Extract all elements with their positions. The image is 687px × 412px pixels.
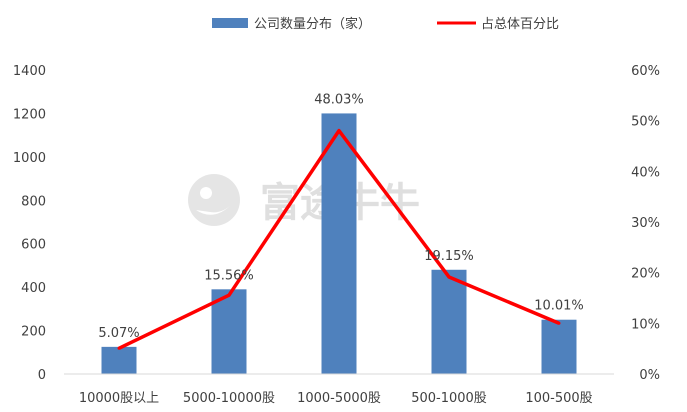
y-axis-left: 0 200 400 600 800 1000 1200 1400	[13, 64, 46, 383]
legend-swatch-bar	[212, 18, 248, 28]
y-left-tick-label: 1000	[13, 151, 46, 166]
y-left-tick-label: 200	[21, 325, 46, 340]
y-left-tick-label: 1200	[13, 107, 46, 122]
x-tick-label: 10000股以上	[79, 391, 159, 406]
legend-label-line: 占总体百分比	[481, 17, 559, 32]
y-left-tick-label: 400	[21, 281, 46, 296]
y-left-tick-label: 800	[21, 194, 46, 209]
y-left-tick-label: 1400	[13, 64, 46, 79]
data-label: 48.03%	[314, 92, 364, 107]
data-label: 10.01%	[534, 299, 584, 314]
line-point	[447, 275, 451, 279]
bar	[321, 113, 357, 374]
y-left-tick-label: 600	[21, 238, 46, 253]
y-axis-right: 0% 10% 20% 30% 40% 50% 60%	[631, 64, 660, 383]
data-label: 15.56%	[204, 268, 254, 283]
x-tick-label: 500-1000股	[411, 391, 487, 406]
bars	[101, 113, 577, 374]
data-label: 5.07%	[98, 326, 139, 341]
line-point	[557, 321, 561, 325]
bar	[101, 346, 137, 374]
futu-logo-icon	[188, 174, 240, 226]
y-right-tick-label: 0%	[639, 368, 660, 383]
x-tick-label: 5000-10000股	[183, 391, 275, 406]
y-right-tick-label: 60%	[631, 64, 660, 79]
bar	[211, 289, 247, 374]
bar	[541, 319, 577, 374]
line-point	[117, 346, 121, 350]
legend: 公司数量分布（家） 占总体百分比	[212, 16, 559, 32]
data-label: 19.15%	[424, 249, 474, 264]
legend-label-bar: 公司数量分布（家）	[254, 16, 371, 32]
y-right-tick-label: 10%	[631, 317, 660, 332]
line-point	[227, 293, 231, 297]
line-point	[337, 129, 341, 133]
bar	[431, 269, 467, 374]
y-right-tick-label: 50%	[631, 115, 660, 130]
y-left-tick-label: 0	[38, 368, 46, 383]
x-tick-label: 1000-5000股	[297, 391, 381, 406]
y-right-tick-label: 20%	[631, 267, 660, 282]
x-tick-label: 100-500股	[525, 391, 592, 406]
y-right-tick-label: 40%	[631, 165, 660, 180]
y-right-tick-label: 30%	[631, 216, 660, 231]
line-series	[117, 128, 561, 350]
x-axis: 10000股以上 5000-10000股 1000-5000股 500-1000股 10…	[64, 373, 614, 406]
data-labels: 5.07% 15.56% 48.03% 19.15% 10.01%	[98, 92, 583, 340]
